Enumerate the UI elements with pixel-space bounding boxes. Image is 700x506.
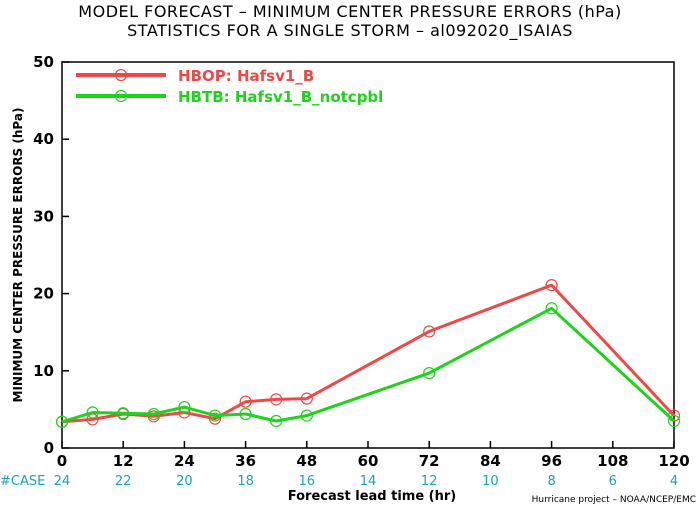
x-tick-label: 108	[597, 452, 628, 470]
data-point-2	[667, 414, 681, 428]
data-point-2	[545, 302, 558, 315]
data-point-1	[270, 393, 283, 406]
case-count: 16	[299, 474, 316, 489]
x-tick-label: 96	[541, 452, 562, 470]
y-tick-label: 30	[33, 207, 54, 225]
data-point-2	[208, 409, 222, 422]
y-tick-label: 20	[33, 285, 54, 303]
x-tick-label: 48	[296, 452, 317, 470]
data-point-2	[423, 367, 436, 380]
plot-area	[61, 61, 675, 449]
case-count: 22	[115, 474, 132, 489]
x-tick-label: 12	[113, 452, 134, 470]
credit-text: Hurricane project – NOAA/NCEP/EMC	[532, 495, 696, 505]
case-count: 24	[54, 474, 71, 489]
case-count: 4	[670, 474, 678, 489]
legend-marker-1	[114, 68, 128, 82]
case-count: 6	[609, 474, 617, 489]
chart-subtitle: STATISTICS FOR A SINGLE STORM – al092020…	[127, 21, 573, 41]
legend-label-1: HBOP: Hafsv1_B	[178, 67, 314, 85]
data-point-1	[423, 325, 436, 338]
x-tick-label: 0	[57, 452, 67, 470]
data-point-1	[208, 412, 222, 425]
legend-marker-2	[114, 89, 128, 103]
x-tick-label: 24	[174, 452, 195, 470]
data-point-1	[545, 279, 558, 292]
data-point-1	[239, 395, 252, 408]
y-axis-label: MINIMUM CENTER PRESSURE ERRORS (hPa)	[11, 108, 25, 403]
y-tick-label: 40	[33, 130, 54, 148]
x-tick-label: 36	[235, 452, 256, 470]
data-point-2	[86, 406, 99, 419]
y-tick-label: 10	[33, 362, 54, 380]
case-count: 10	[482, 474, 499, 489]
x-tick-label: 60	[358, 452, 379, 470]
x-tick-label: 84	[480, 452, 501, 470]
case-count: 18	[237, 474, 254, 489]
data-point-2	[270, 414, 283, 428]
data-point-2	[117, 407, 130, 420]
data-point-2	[300, 409, 313, 422]
case-count: 14	[360, 474, 377, 489]
data-point-1	[300, 392, 313, 405]
data-point-2	[178, 400, 191, 414]
data-point-2	[55, 415, 69, 428]
data-point-2	[147, 407, 160, 421]
legend-label-2: HBTB: Hafsv1_B_notcpbl	[178, 88, 383, 106]
chart-title: MODEL FORECAST – MINIMUM CENTER PRESSURE…	[78, 2, 621, 21]
case-count: 8	[547, 474, 555, 489]
series-line-1	[61, 283, 676, 424]
y-tick-label: 0	[44, 439, 54, 457]
data-point-2	[239, 407, 252, 421]
x-axis-label: Forecast lead time (hr)	[288, 489, 456, 504]
case-label: #CASE	[0, 474, 45, 489]
x-tick-label: 72	[419, 452, 440, 470]
case-count: 12	[421, 474, 438, 489]
x-tick-label: 120	[658, 452, 689, 470]
y-tick-label: 50	[33, 53, 54, 71]
case-count: 20	[176, 474, 193, 489]
